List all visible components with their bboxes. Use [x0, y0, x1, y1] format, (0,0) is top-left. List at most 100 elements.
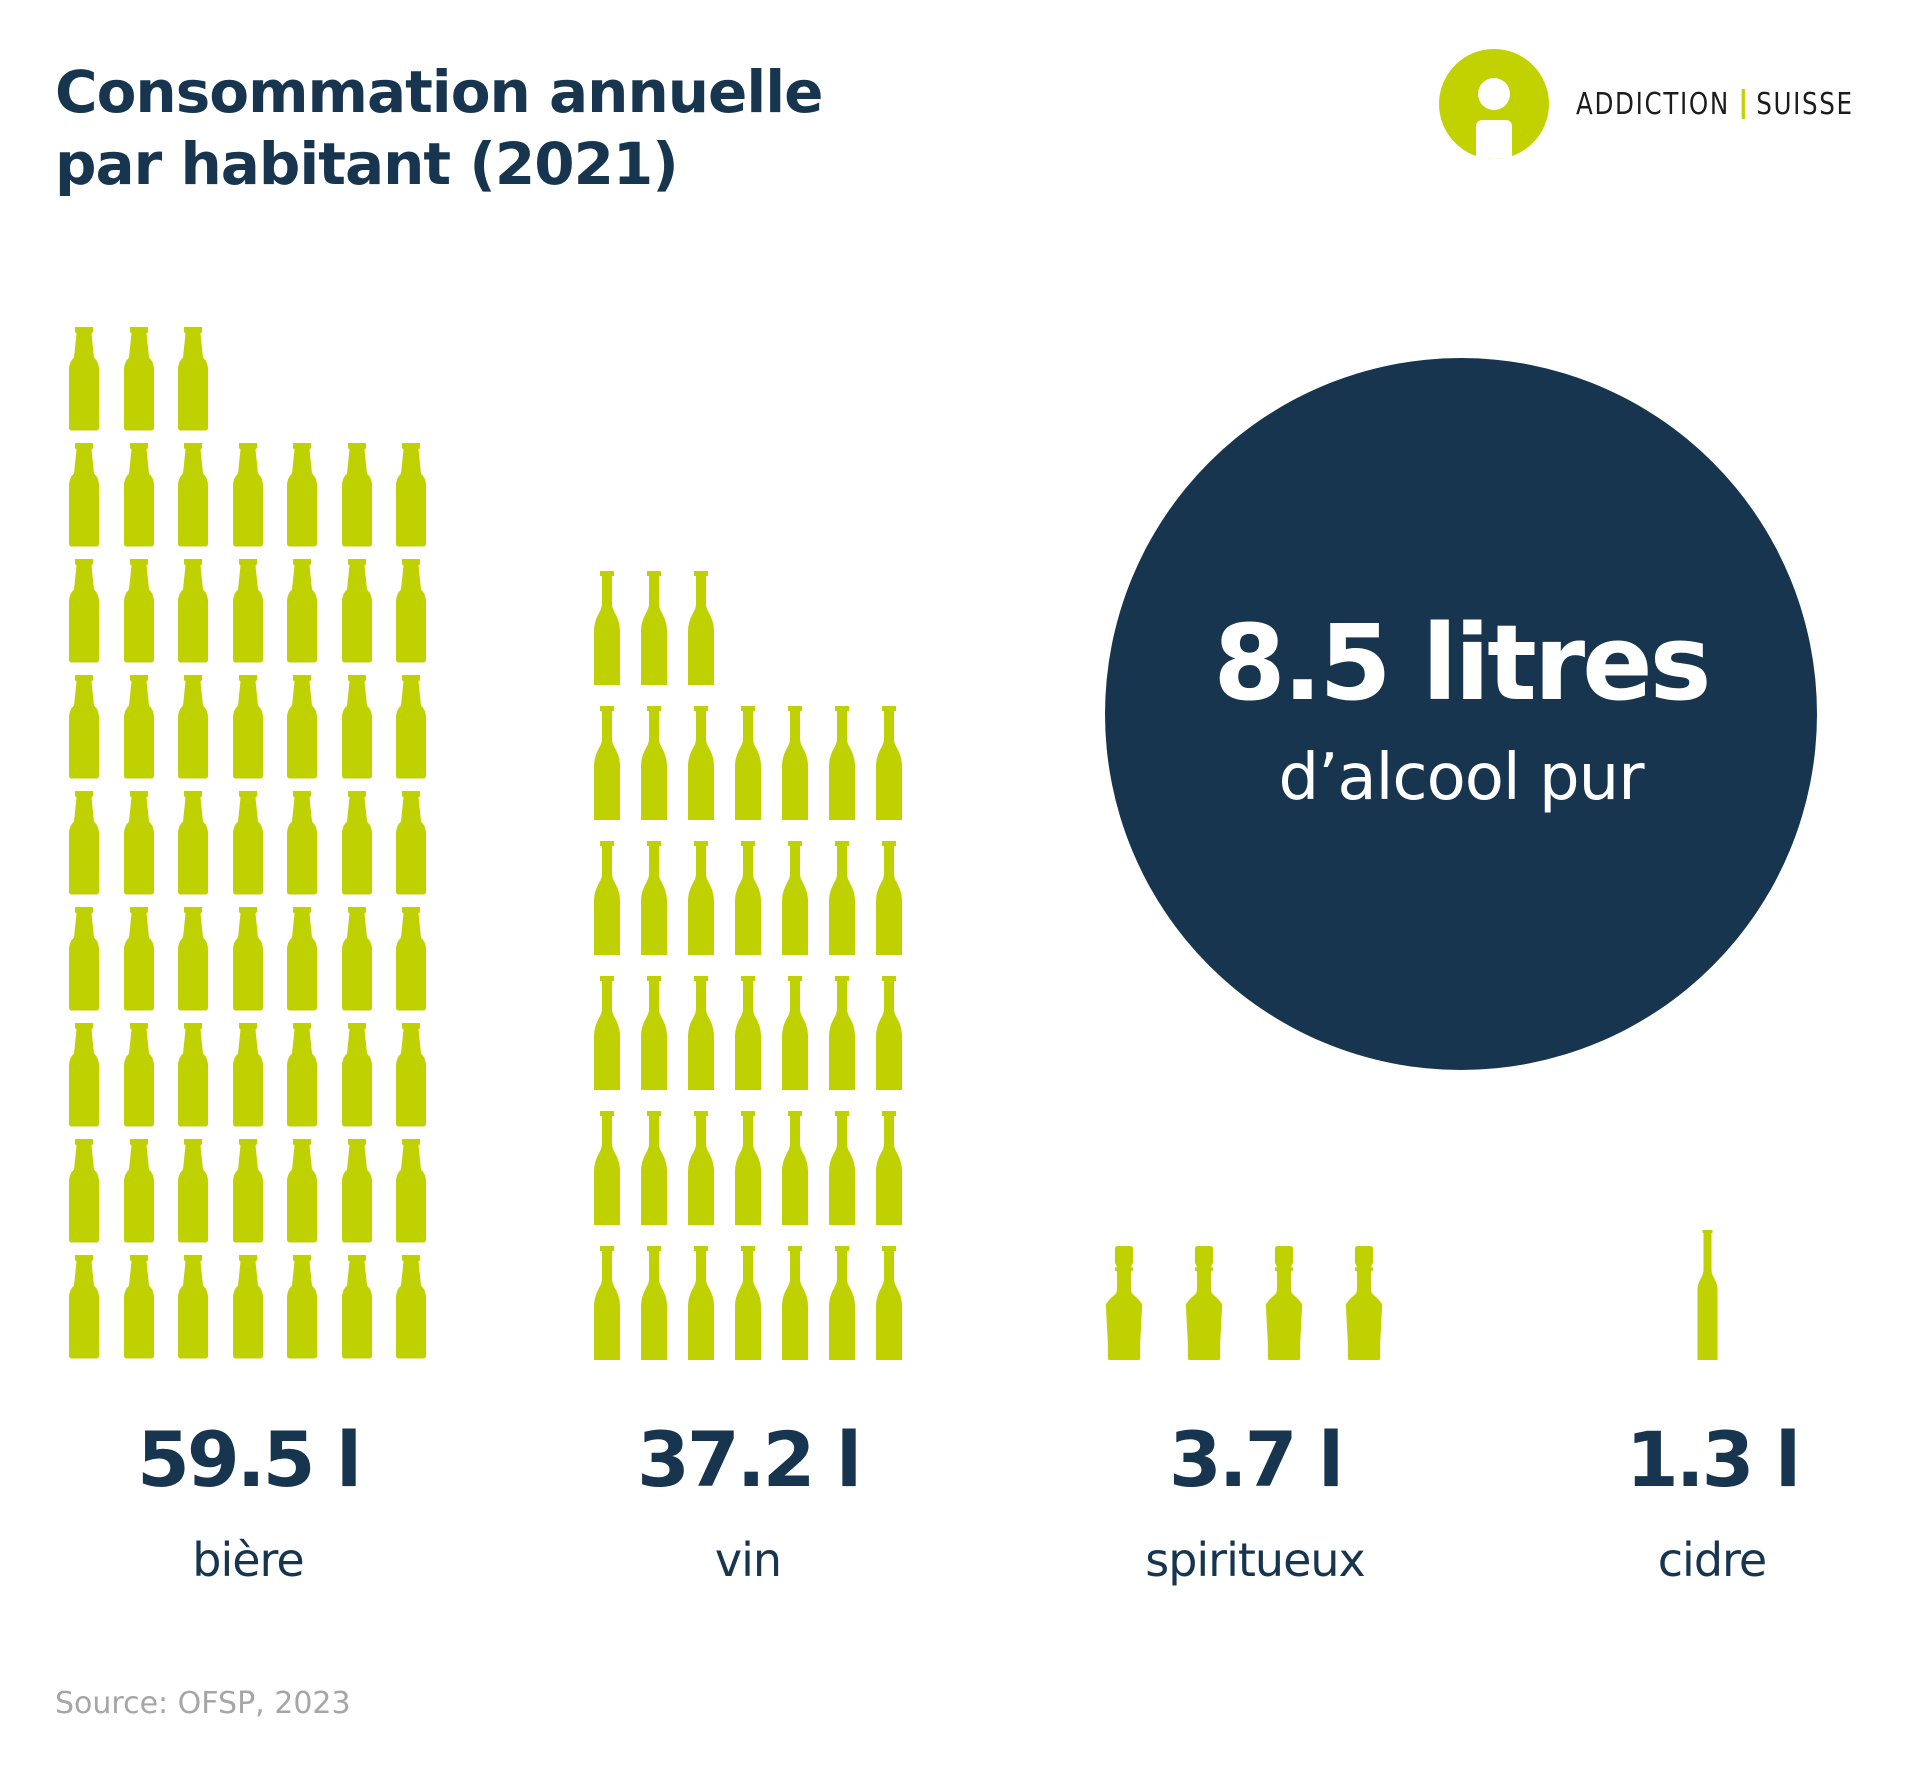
wine-label: vin: [714, 1533, 782, 1587]
beer-bottle-icon: [229, 1138, 267, 1244]
wine-bottle-icon: [778, 841, 810, 955]
beer-bottle-icon: [283, 558, 321, 664]
beer-bottle-icon: [174, 1138, 212, 1244]
beer-bottle-icon: [65, 674, 103, 780]
beer-bottle-icon: [392, 674, 430, 780]
wine-bottle-icon: [778, 1111, 810, 1225]
title-line-1: Consommation annuelle: [55, 58, 823, 126]
beer-bottle-icon: [229, 674, 267, 780]
addiction-suisse-logo: ADDICTION SUISSE: [1438, 48, 1915, 160]
beer-bottle-icon: [392, 1138, 430, 1244]
beer-bottle-icon: [283, 1254, 321, 1360]
beer-bottle-icon: [174, 326, 212, 432]
beer-bottle-icon: [229, 906, 267, 1012]
beer-bottle-icon: [120, 442, 158, 548]
beer-bottle-icon: [283, 1022, 321, 1128]
wine-bottle-icon: [637, 1246, 669, 1360]
beer-bottle-icon: [65, 906, 103, 1012]
beer-bottle-icon: [392, 1254, 430, 1360]
spirits-bottle-icon: [1096, 1246, 1152, 1360]
beer-bottle-icon: [120, 558, 158, 664]
beer-bottle-icon: [338, 790, 376, 896]
spirits-bottle-icon: [1336, 1246, 1392, 1360]
beer-bottle-icon: [392, 790, 430, 896]
spirits-bottle-icon: [1256, 1246, 1312, 1360]
beer-bottle-icon: [65, 326, 103, 432]
wine-bottle-icon: [637, 571, 669, 685]
beer-bottle-icon: [120, 906, 158, 1012]
beer-bottle-icon: [338, 558, 376, 664]
wine-bottle-icon: [684, 841, 716, 955]
addiction-suisse-logo-icon: [1439, 49, 1549, 159]
wine-bottle-icon: [731, 841, 763, 955]
wine-bottle-icon: [825, 976, 857, 1090]
beer-bottle-icon: [283, 790, 321, 896]
wine-bottle-icon: [872, 841, 904, 955]
wine-bottle-icon: [872, 1246, 904, 1360]
spirits-label: spiritueux: [1145, 1533, 1366, 1587]
wine-bottle-icon: [825, 841, 857, 955]
beer-bottle-icon: [283, 906, 321, 1012]
spirits-value: 3.7 l: [1168, 1415, 1344, 1504]
pure-alcohol-caption: d’alcool pur: [1278, 741, 1644, 815]
beer-bottle-icon: [229, 442, 267, 548]
cider-label: cidre: [1657, 1533, 1767, 1587]
beer-bottle-icon: [338, 1254, 376, 1360]
wine-bottle-icon: [590, 976, 622, 1090]
wine-bottle-icon: [684, 571, 716, 685]
beer-bottle-icon: [174, 442, 212, 548]
beer-bottle-icon: [120, 790, 158, 896]
wine-bottle-icon: [684, 1111, 716, 1225]
beer-bottle-icon: [338, 906, 376, 1012]
wine-bottle-icon: [590, 841, 622, 955]
logo-word-suisse: SUISSE: [1756, 86, 1854, 122]
wine-bottle-icon: [590, 706, 622, 820]
wine-bottle-icon: [731, 1111, 763, 1225]
beer-bottle-icon: [392, 558, 430, 664]
beer-bottle-icon: [392, 442, 430, 548]
wine-bottle-icon: [872, 976, 904, 1090]
logo-word-addiction: ADDICTION: [1576, 86, 1730, 122]
beer-bottle-icon: [174, 558, 212, 664]
beer-bottle-icon: [65, 790, 103, 896]
wine-bottle-icon: [637, 976, 669, 1090]
wine-bottle-icon: [778, 976, 810, 1090]
wine-bottle-icon: [637, 1111, 669, 1225]
beer-bottle-icon: [120, 674, 158, 780]
beer-bottle-icon: [120, 1138, 158, 1244]
beer-bottle-icon: [120, 326, 158, 432]
title-line-2: par habitant (2021): [55, 130, 679, 198]
beer-bottle-icon: [65, 1022, 103, 1128]
wine-bottle-icon: [590, 1111, 622, 1225]
wine-bottle-icon: [684, 976, 716, 1090]
beer-bottle-icon: [120, 1254, 158, 1360]
beer-bottle-icon: [338, 1022, 376, 1128]
pure-alcohol-value: 8.5 litres: [1213, 602, 1711, 724]
beer-bottle-icon: [338, 1138, 376, 1244]
wine-bottle-icon: [872, 1111, 904, 1225]
beer-bottle-icon: [65, 442, 103, 548]
wine-bottle-icon: [684, 706, 716, 820]
beer-bottle-icon: [283, 442, 321, 548]
beer-bottle-icon: [65, 558, 103, 664]
pure-alcohol-highlight-circle: 8.5 litres d’alcool pur: [1105, 358, 1817, 1070]
beer-bottle-icon: [229, 790, 267, 896]
beer-bottle-icon: [229, 1022, 267, 1128]
beer-bottle-icon: [174, 1022, 212, 1128]
wine-bottle-icon: [684, 1246, 716, 1360]
source-note: Source: OFSP, 2023: [55, 1686, 351, 1721]
beer-bottle-icon: [229, 558, 267, 664]
beer-bottle-icon: [65, 1138, 103, 1244]
wine-bottle-icon: [731, 706, 763, 820]
wine-bottle-icon: [731, 1246, 763, 1360]
beer-bottle-icon: [283, 1138, 321, 1244]
beer-bottle-icon: [229, 1254, 267, 1360]
beer-bottle-icon: [338, 674, 376, 780]
wine-bottle-icon: [731, 976, 763, 1090]
wine-bottle-icon: [590, 571, 622, 685]
beer-bottle-icon: [283, 674, 321, 780]
logo-wordmark: ADDICTION SUISSE: [1576, 87, 1854, 122]
beer-bottle-icon: [392, 1022, 430, 1128]
wine-bottle-icon: [872, 706, 904, 820]
logo-separator: [1741, 89, 1745, 119]
